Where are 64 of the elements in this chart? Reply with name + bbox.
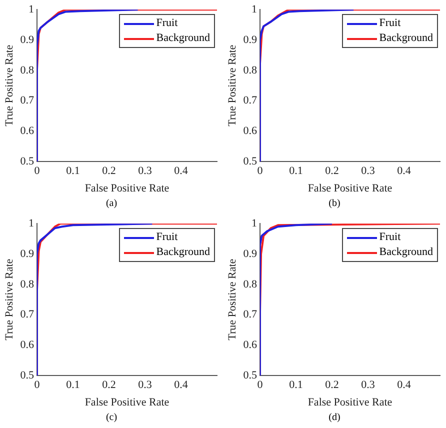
x-tick-label: 0.4 [397, 379, 412, 392]
y-tick-label: 0.5 [20, 369, 34, 382]
x-tick-label: 0.1 [289, 379, 303, 392]
x-tick-label: 0.3 [361, 165, 376, 178]
text: (d) [328, 412, 342, 423]
y-axis-title: True Positive Rate [226, 258, 238, 340]
x-axis-title: False Positive Rate [308, 396, 392, 408]
y-tick-label: 0.8 [243, 64, 258, 76]
x-tick-label: 0.4 [397, 165, 412, 178]
x-axis-title: False Positive Rate [84, 182, 170, 194]
x-tick-label: 0.3 [138, 379, 152, 392]
x-tick-label: 0.1 [66, 379, 80, 392]
y-tick-label: 0.5 [243, 155, 258, 168]
y-tick-label: 0.6 [243, 339, 258, 352]
text: (b) [328, 198, 342, 209]
y-axis-title: True Positive Rate [3, 258, 16, 340]
x-tick-label: 0 [257, 165, 264, 178]
y-tick-label: 1 [251, 217, 257, 230]
y-tick-label: 0.5 [20, 155, 34, 168]
y-tick-label: 0.7 [20, 94, 34, 107]
y-tick-label: 0.7 [243, 94, 258, 107]
x-tick-label: 0 [34, 379, 40, 392]
y-tick-label: 0.7 [243, 308, 258, 321]
y-tick-label: 0.8 [20, 278, 34, 290]
y-tick-label: 0.6 [20, 339, 34, 352]
y-tick-label: 0.9 [20, 248, 34, 260]
legend-label: Fruit [156, 16, 178, 31]
y-tick-label: 0.9 [243, 248, 258, 260]
x-tick-label: 0.1 [289, 165, 303, 178]
x-tick-label: 0.2 [102, 165, 116, 178]
y-tick-label: 0.8 [20, 64, 34, 76]
y-tick-label: 0.9 [20, 34, 34, 46]
text: (a) [104, 198, 118, 209]
legend-label: Background [379, 31, 433, 46]
x-tick-label: 0.2 [325, 379, 339, 392]
y-tick-label: 0.7 [20, 308, 34, 321]
x-tick-label: 0 [257, 379, 264, 392]
y-tick-label: 1 [28, 217, 34, 230]
legend-label: Background [379, 245, 433, 260]
y-tick-label: 0.6 [243, 125, 258, 138]
x-tick-label: 0.4 [174, 165, 188, 178]
text: (c) [104, 412, 118, 423]
x-tick-label: 0.2 [102, 379, 116, 392]
y-axis-title: True Positive Rate [3, 44, 16, 126]
y-tick-label: 0.5 [243, 369, 258, 382]
y-tick-label: 0.6 [20, 125, 34, 138]
legend-label: Fruit [379, 230, 401, 245]
y-tick-label: 0.8 [243, 278, 258, 290]
legend-label: Fruit [156, 230, 178, 245]
y-tick-label: 1 [28, 3, 34, 16]
x-tick-label: 0.4 [174, 379, 188, 392]
x-axis-title: False Positive Rate [308, 182, 392, 194]
y-axis-title: True Positive Rate [226, 44, 238, 126]
x-tick-label: 0.1 [66, 165, 80, 178]
legend-label: Background [156, 31, 210, 46]
y-tick-label: 0.9 [243, 34, 258, 46]
x-tick-label: 0 [34, 165, 40, 178]
x-axis-title: False Positive Rate [84, 396, 170, 408]
y-tick-label: 1 [251, 3, 257, 16]
legend-label: Background [156, 245, 210, 260]
x-tick-label: 0.2 [325, 165, 339, 178]
x-tick-label: 0.3 [361, 379, 376, 392]
legend-label: Fruit [379, 16, 401, 31]
x-tick-label: 0.3 [138, 165, 152, 178]
